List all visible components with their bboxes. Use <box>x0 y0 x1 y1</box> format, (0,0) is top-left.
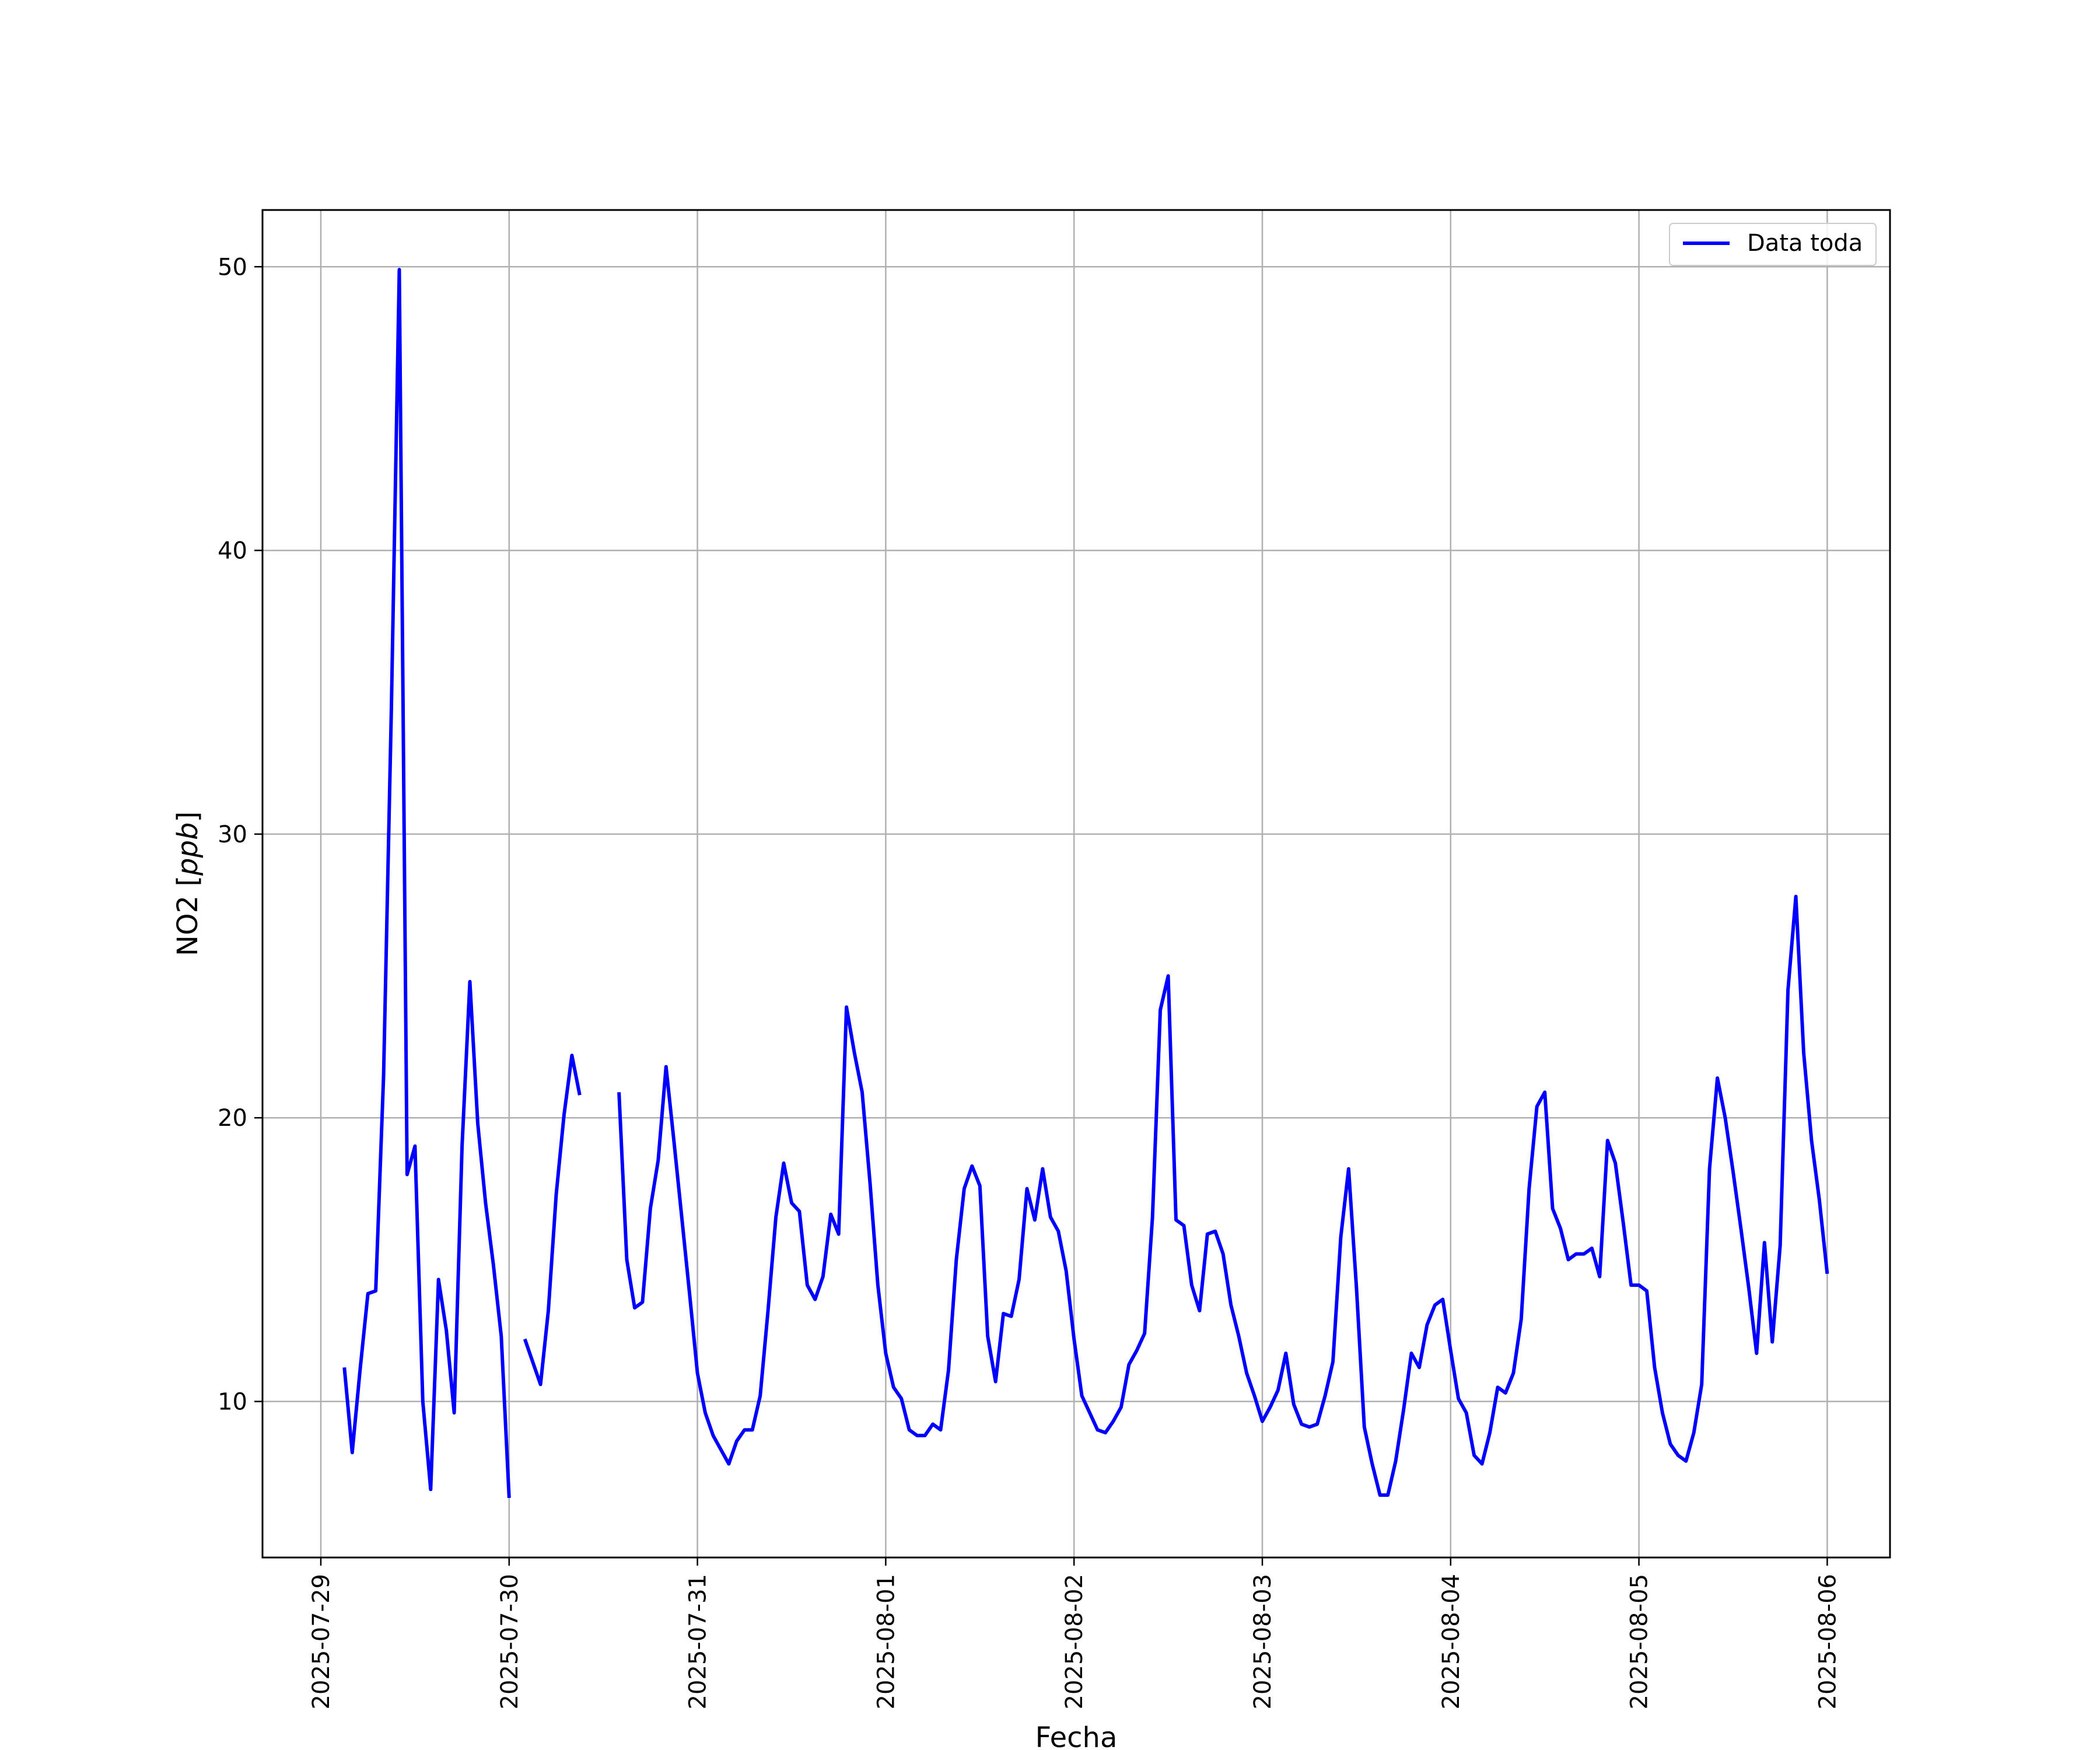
y-tick-label: 30 <box>218 821 247 848</box>
legend-box <box>1669 223 1877 266</box>
y-axis-unit: ppb <box>172 822 204 876</box>
grid-lines <box>262 210 1890 1558</box>
x-tick-label: 2025-07-31 <box>685 1574 712 1709</box>
x-tick-label: 2025-07-29 <box>308 1574 335 1709</box>
y-tick-label: 40 <box>218 538 247 565</box>
x-tick-label: 2025-07-30 <box>496 1574 523 1709</box>
legend: Data toda <box>1669 223 1877 266</box>
x-tick-label: 2025-08-01 <box>873 1574 900 1709</box>
y-tick-label: 10 <box>218 1389 247 1416</box>
x-tick-label: 2025-08-03 <box>1250 1574 1276 1709</box>
y-tick-label: 50 <box>218 254 247 281</box>
y-axis-title-text: NO2 <box>172 895 204 956</box>
x-axis-title: Fecha <box>1035 1721 1118 1750</box>
series-line-segment <box>523 1054 582 1387</box>
x-tick-label: 2025-08-06 <box>1814 1574 1841 1709</box>
x-tick-label: 2025-08-05 <box>1626 1574 1653 1709</box>
axis-ticks: 2025-07-29 2025-07-30 2025-07-31 2025-08-01… <box>218 254 1841 1709</box>
series-lines <box>342 268 1829 1499</box>
y-tick-label: 20 <box>218 1105 247 1132</box>
y-axis-title: NO2 [ppb] <box>172 811 204 956</box>
plot-area-frame <box>261 209 1891 1559</box>
x-tick-label: 2025-08-04 <box>1438 1574 1465 1709</box>
series-line-segment <box>617 894 1829 1497</box>
series-line-segment <box>342 268 511 1499</box>
x-tick-label: 2025-08-02 <box>1061 1574 1088 1709</box>
legend-label: Data toda <box>1747 230 1863 257</box>
